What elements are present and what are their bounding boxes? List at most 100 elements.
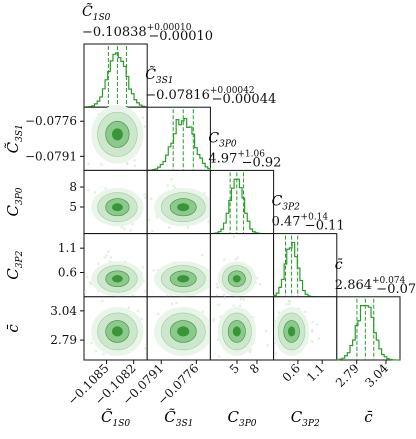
param-title: c̄ [335,257,343,273]
x-axis-label: C3P0 [228,408,257,429]
sample-point [167,226,171,229]
x-axis-label: C̃3S1 [164,408,193,429]
sample-point [103,256,107,259]
y-axis-label: c̄ [4,324,22,333]
contour-panel-2-1 [146,169,213,235]
sample-point [238,304,242,308]
y-tick-label: 3.04 [50,304,77,318]
sample-point [287,302,291,306]
x-tick-label: 2.79 [333,361,362,390]
sample-point [107,250,110,253]
sample-point [242,298,246,301]
contour-core [287,326,296,337]
contour-core [111,128,123,141]
y-tick-label: −0.0776 [25,114,77,128]
sample-point [141,116,145,119]
y-axis-label: C̃3S1 [4,124,25,153]
contour-panel-3-2 [209,233,275,298]
contour-core [111,275,123,283]
sample-point [311,320,314,324]
sample-point [277,311,281,314]
contour-panel-2-0 [83,169,148,235]
contour-core [111,203,123,212]
sample-point [127,306,130,309]
contour-panel-4-2 [209,296,275,361]
sample-point [123,227,126,231]
sample-point [151,229,154,233]
sample-point [232,235,236,239]
sample-point [87,162,90,165]
sample-point [186,226,190,229]
y-axis-label: C3P0 [4,187,25,216]
sample-point [100,163,103,166]
param-title: C3P2 [272,194,301,213]
sample-point [310,340,314,344]
param-err-minus: −0.00010 [148,29,213,44]
x-tick-label: 0.6 [280,361,303,384]
x-tick-label: 5 [227,361,242,376]
sample-point [170,302,174,306]
param-title: C̃3S1 [145,66,173,87]
sample-point [133,164,137,168]
sample-point [102,352,105,356]
x-axis-label: C̃1S0 [101,408,130,429]
param-title: C3P0 [208,130,237,149]
sample-point [126,162,129,166]
sample-point [140,317,144,321]
sample-point [264,329,268,333]
sample-point [144,347,147,350]
hist-panel-3-3 [273,233,338,298]
sample-point [285,302,288,306]
sample-point [287,299,291,303]
sample-point [94,350,97,353]
sample-point [131,223,134,226]
hist-panel-4-4 [336,296,401,361]
param-err-minus: −0.92 [242,155,282,170]
sample-point [143,125,147,128]
sample-point [131,294,134,297]
x-tick-label: 1.1 [304,361,327,384]
y-tick-label: 0.6 [58,265,77,279]
sample-point [316,322,319,326]
sample-point [104,187,107,190]
panel-frame [336,296,401,361]
sample-point [147,219,151,222]
contour-core [177,203,190,212]
histogram [336,305,401,361]
contour-core [177,326,190,337]
panel-frame [209,169,275,235]
contour-panel-3-1 [146,233,213,298]
sample-point [175,301,178,305]
y-tick-label: 5 [69,200,77,214]
x-tick-label: 3.04 [362,361,391,390]
sample-point [149,197,153,201]
histogram [83,52,148,108]
sample-point [96,262,100,266]
sample-point [236,256,240,259]
x-axis-label: C3P2 [291,408,320,429]
sample-point [258,283,262,286]
sample-point [165,294,169,297]
y-tick-label: −0.0791 [25,149,77,163]
sample-point [129,229,132,232]
panel-frame [146,106,211,171]
sample-point [156,312,160,316]
sample-point [101,299,104,303]
panel-frame [273,233,338,298]
sample-point [136,309,140,313]
x-axis-label: c̄ [364,408,373,426]
sample-point [143,192,146,196]
sample-point [155,215,159,219]
contour-panel-4-1 [146,296,213,361]
sample-point [109,255,113,259]
sample-point [255,277,259,280]
hist-panel-2-2 [209,169,275,235]
sample-point [239,297,243,301]
contour-core [232,275,241,283]
sample-point [86,275,89,279]
sample-point [310,330,314,333]
sample-point [172,184,176,188]
sample-point [120,226,124,229]
param-err-minus: −0.11 [305,219,345,234]
